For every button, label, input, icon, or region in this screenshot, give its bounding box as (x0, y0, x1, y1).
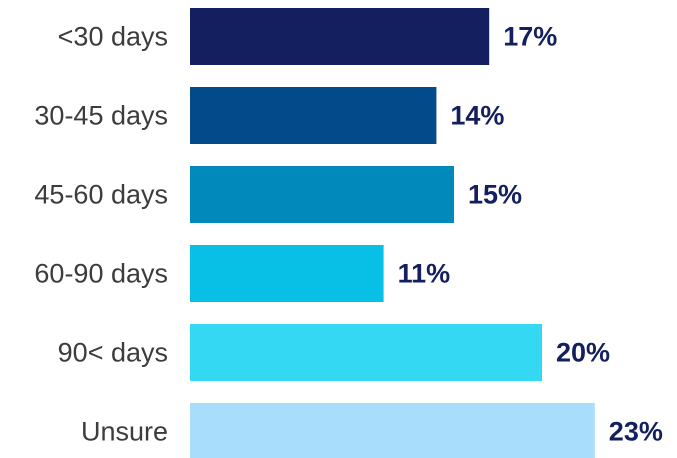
value-label: 20% (556, 338, 610, 368)
category-label: 45-60 days (34, 180, 168, 210)
category-label: 30-45 days (34, 101, 168, 131)
value-label: 14% (450, 101, 504, 131)
bar (190, 324, 542, 381)
category-label: Unsure (81, 417, 168, 447)
bar (190, 403, 595, 458)
bar (190, 87, 437, 144)
bar (190, 166, 454, 223)
category-label: 90< days (58, 338, 168, 368)
bar (190, 245, 384, 302)
category-label: <30 days (58, 22, 168, 52)
value-label: 15% (468, 180, 522, 210)
value-label: 11% (398, 259, 451, 289)
category-label: 60-90 days (34, 259, 168, 289)
value-label: 17% (503, 22, 557, 52)
bar (190, 8, 490, 65)
value-label: 23% (609, 417, 663, 447)
